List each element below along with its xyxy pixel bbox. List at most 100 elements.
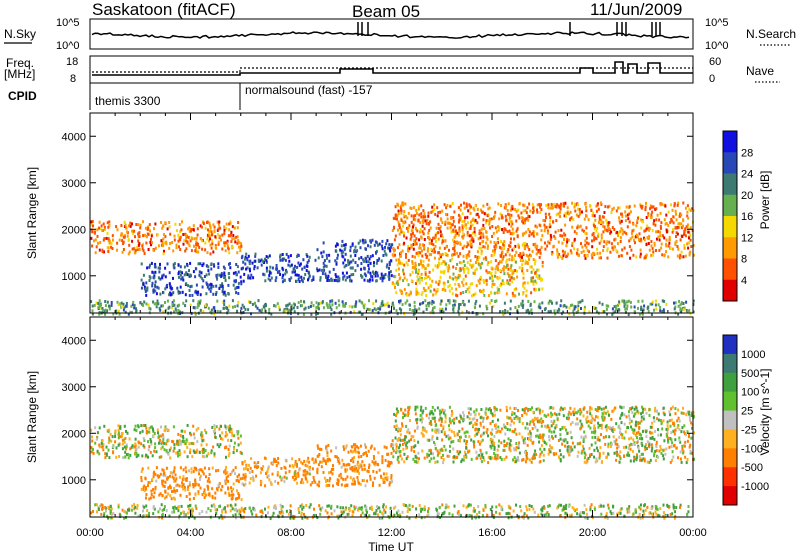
echo-cell [665,244,668,248]
echo-cell [281,276,284,280]
echo-cell [298,468,301,472]
echo-cell [583,254,586,257]
echo-cell [658,238,661,242]
echo-cell [154,285,157,289]
echo-cell [498,217,501,221]
echo-cell [225,227,228,230]
echo-cell [147,225,149,229]
echo-cell [415,287,418,291]
echo-cell [660,246,663,250]
echo-cell [287,255,290,259]
echo-cell [527,245,529,249]
echo-cell [108,239,111,243]
echo-cell [169,486,172,490]
echo-cell [597,436,600,440]
echo-cell [124,455,127,459]
echo-cell [252,276,255,280]
echo-cell [368,267,370,271]
echo-cell [123,220,126,224]
echo-cell [525,230,528,234]
echo-cell [408,303,411,307]
echo-cell [221,287,224,291]
echo-cell [169,293,172,297]
echo-cell [382,481,385,484]
echo-cell [304,475,307,479]
echo-cell [229,427,232,431]
echo-cell [158,435,160,439]
echo-cell [146,235,148,238]
echo-cell [296,464,298,468]
echo-cell [607,426,610,430]
echo-cell [180,277,183,281]
echo-cell [424,267,427,271]
echo-cell [518,202,521,206]
echo-cell [296,481,299,485]
echo-cell [503,448,506,452]
echo-cell [388,263,391,267]
echo-cell [201,277,204,281]
echo-cell [491,279,494,283]
echo-cell [335,249,338,253]
echo-cell [308,460,311,464]
echo-cell [526,422,529,426]
echo-cell [485,241,488,245]
echo-cell [359,310,362,314]
echo-cell [254,252,257,256]
echo-cell [492,249,494,253]
echo-cell [412,247,415,251]
echo-cell [97,241,99,245]
echo-cell [490,260,493,264]
echo-cell [472,239,475,243]
echo-cell [153,276,156,280]
echo-cell [536,434,539,438]
echo-cell [491,235,494,238]
echo-cell [344,302,347,305]
echo-cell [491,443,494,447]
echo-cell [633,407,636,411]
echo-cell [220,285,223,288]
echo-cell [201,439,204,443]
echo-cell [626,307,628,311]
echo-cell [314,460,317,464]
echo-cell [239,450,242,454]
echo-cell [419,228,422,232]
echo-cell [517,214,520,218]
echo-cell [158,266,161,270]
echo-cell [373,261,375,265]
echo-cell [308,472,311,476]
echo-cell [112,450,115,454]
echo-cell [500,204,503,207]
echo-cell [173,303,176,307]
echo-cell [521,216,524,220]
echo-cell [509,307,512,311]
echo-cell [595,306,598,310]
echo-cell [345,271,348,275]
echo-cell [294,273,297,277]
echo-cell [148,430,151,434]
echo-cell [554,312,557,316]
echo-cell [430,239,433,243]
echo-cell [371,484,374,487]
echo-cell [510,264,513,268]
echo-cell [510,276,513,280]
echo-cell [207,269,210,273]
echo-cell [412,214,415,218]
echo-cell [359,444,362,448]
echo-cell [97,306,100,310]
echo-cell [617,234,620,237]
echo-cell [135,455,138,459]
echo-cell [472,206,475,210]
echo-cell [393,425,396,429]
echo-cell [103,250,105,254]
echo-cell [624,214,627,218]
echo-cell [237,496,240,500]
y-tick-label: 3000 [62,178,86,190]
echo-cell [239,249,242,253]
echo-cell [669,246,672,250]
echo-cell [225,476,228,480]
echo-cell [556,255,559,259]
echo-cell [187,227,190,231]
echo-cell [468,206,471,210]
echo-cell [121,434,123,438]
echo-cell [441,270,444,274]
